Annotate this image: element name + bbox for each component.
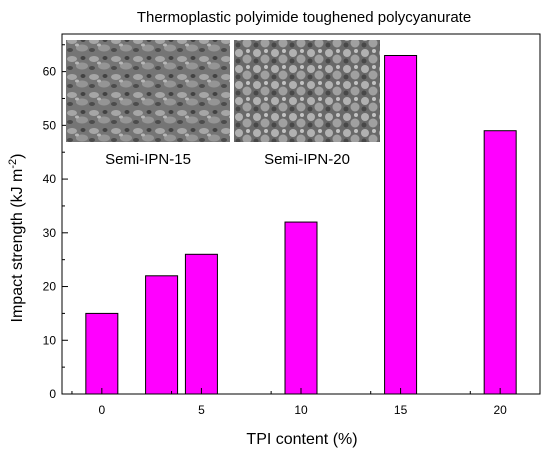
x-axis-title: TPI content (%) bbox=[246, 431, 357, 448]
inset-label-2: Semi-IPN-20 bbox=[264, 151, 350, 168]
chart-title: Thermoplastic polyimide toughened polycy… bbox=[137, 9, 471, 26]
sem-micrograph-image-2 bbox=[234, 40, 380, 142]
bar-tpi-20 bbox=[483, 130, 517, 395]
y-axis-title: Impact strength (kJ m-2) bbox=[7, 154, 26, 323]
inset-label-1: Semi-IPN-15 bbox=[105, 151, 191, 168]
y-axis-title-superscript: -2 bbox=[7, 159, 19, 169]
x-tick-label-0: 0 bbox=[98, 403, 105, 417]
y-tick-label-40: 40 bbox=[43, 172, 57, 186]
bar-tpi-0 bbox=[85, 312, 119, 395]
y-tick-label-20: 20 bbox=[43, 280, 57, 294]
y-tick-label-30: 30 bbox=[43, 226, 57, 240]
y-tick-label-10: 10 bbox=[43, 333, 57, 347]
x-tick-label-10: 10 bbox=[294, 403, 308, 417]
bar-tpi-3 bbox=[145, 275, 179, 395]
x-tick-label-15: 15 bbox=[394, 403, 408, 417]
bar-tpi-5 bbox=[184, 253, 218, 395]
sem-micrograph-image-1 bbox=[66, 40, 230, 142]
y-tick-label-0: 0 bbox=[49, 387, 56, 401]
x-tick-label-20: 20 bbox=[493, 403, 507, 417]
y-tick-label-50: 50 bbox=[43, 118, 57, 132]
sem-micrograph-shade-2 bbox=[234, 40, 380, 142]
plot-area: 0 10 20 30 40 50 60 0 5 10 15 20 Semi-IPN-15 Semi-IPN… bbox=[43, 33, 541, 417]
sem-micrograph-shade-1 bbox=[66, 40, 230, 142]
y-axis-title-main: Impact strength (kJ m bbox=[9, 169, 26, 323]
x-tick-label-5: 5 bbox=[198, 403, 205, 417]
bar-tpi-15 bbox=[384, 54, 418, 395]
y-tick-label-60: 60 bbox=[43, 65, 57, 79]
y-axis-title-suffix: ) bbox=[9, 154, 26, 159]
bar-tpi-10 bbox=[284, 221, 318, 395]
